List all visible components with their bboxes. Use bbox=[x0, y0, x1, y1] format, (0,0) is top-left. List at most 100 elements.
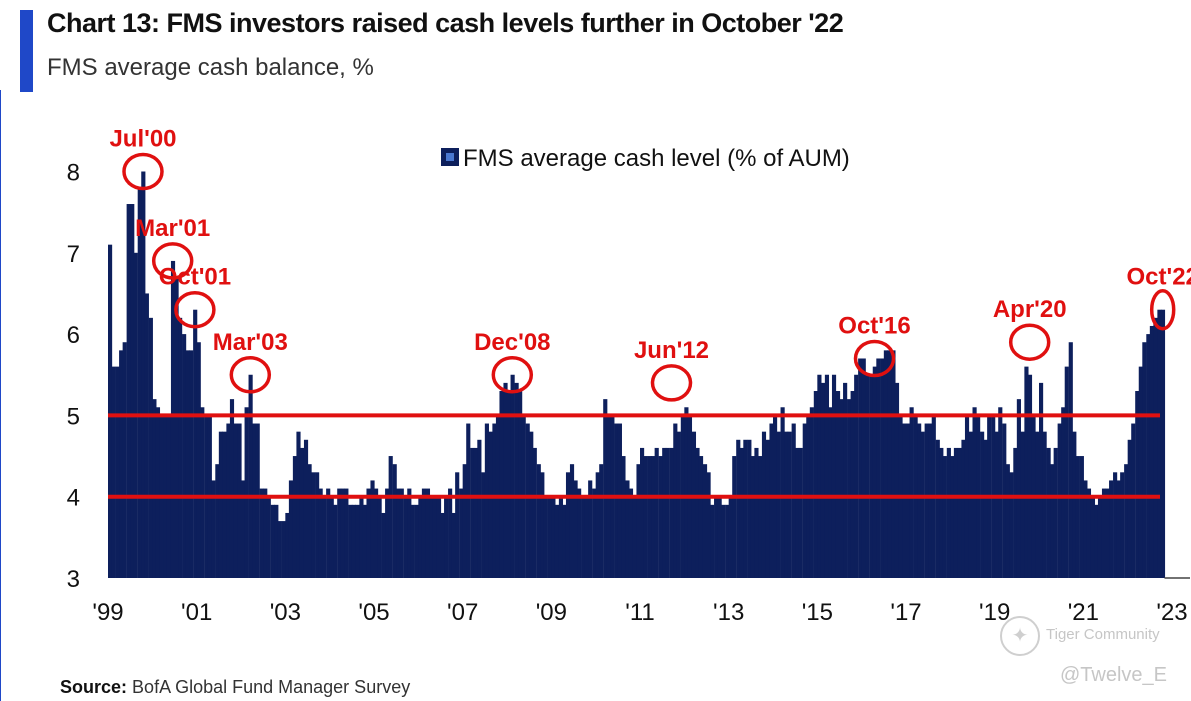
bar bbox=[721, 504, 726, 578]
bar bbox=[817, 374, 822, 578]
bar bbox=[1075, 456, 1080, 578]
bar bbox=[410, 504, 415, 578]
bar bbox=[869, 374, 874, 578]
bar bbox=[510, 374, 515, 578]
bar bbox=[499, 391, 504, 578]
bar bbox=[732, 456, 737, 578]
bar bbox=[281, 521, 286, 578]
bar bbox=[488, 431, 493, 578]
annotation-label: Apr'20 bbox=[993, 296, 1067, 323]
bar bbox=[233, 423, 238, 578]
bar bbox=[266, 496, 271, 578]
bar bbox=[1149, 325, 1154, 578]
bar bbox=[248, 374, 253, 578]
bar bbox=[193, 309, 198, 578]
x-tick-label: '21 bbox=[1068, 599, 1099, 626]
bar bbox=[307, 464, 312, 578]
bar bbox=[440, 512, 445, 578]
bar bbox=[536, 464, 541, 578]
bar bbox=[968, 431, 974, 578]
bar bbox=[843, 382, 848, 578]
x-tick-label: '09 bbox=[536, 599, 567, 626]
bar bbox=[1072, 431, 1077, 578]
bar bbox=[750, 456, 755, 578]
annotation-label: Mar'03 bbox=[213, 329, 288, 356]
bar bbox=[980, 431, 985, 578]
bar bbox=[333, 504, 338, 578]
bar bbox=[950, 456, 955, 578]
bar bbox=[1097, 496, 1103, 578]
bar bbox=[1101, 488, 1107, 578]
bar bbox=[820, 382, 826, 578]
bar bbox=[288, 480, 294, 578]
bar bbox=[329, 496, 334, 578]
bar bbox=[263, 488, 268, 578]
bar bbox=[326, 488, 331, 578]
bar bbox=[676, 431, 681, 578]
bar bbox=[802, 423, 807, 578]
bar bbox=[111, 366, 116, 578]
legend-swatch-highlight bbox=[446, 153, 454, 161]
bar bbox=[725, 504, 730, 578]
bar bbox=[850, 391, 855, 578]
bar bbox=[698, 456, 704, 578]
bar bbox=[178, 317, 183, 578]
bar bbox=[906, 423, 911, 578]
bar bbox=[396, 488, 401, 578]
bar bbox=[315, 472, 320, 578]
bar bbox=[739, 447, 744, 578]
bar bbox=[953, 447, 959, 578]
annotation-circle bbox=[650, 364, 693, 402]
legend-label: FMS average cash level (% of AUM) bbox=[463, 145, 850, 172]
bar bbox=[311, 472, 316, 578]
bar bbox=[514, 382, 519, 578]
bar bbox=[218, 431, 223, 578]
annotation-circle bbox=[1149, 288, 1176, 331]
annotation-label: Oct'16 bbox=[838, 313, 910, 340]
bar bbox=[994, 431, 999, 578]
bar bbox=[1016, 399, 1021, 578]
bar bbox=[603, 399, 608, 578]
bar bbox=[957, 447, 963, 578]
x-tick-label: '05 bbox=[358, 599, 389, 626]
bar bbox=[144, 293, 149, 578]
bar bbox=[182, 334, 187, 578]
bar bbox=[226, 423, 231, 578]
bar bbox=[1127, 439, 1132, 578]
bar bbox=[547, 496, 552, 578]
bar bbox=[795, 447, 800, 578]
bar-series bbox=[108, 171, 1190, 579]
bar bbox=[665, 447, 670, 578]
bar bbox=[115, 366, 120, 578]
bar bbox=[318, 488, 323, 578]
bar bbox=[831, 374, 837, 578]
bar bbox=[791, 423, 796, 578]
annotation-circle bbox=[229, 356, 272, 394]
bar bbox=[285, 512, 290, 578]
bar bbox=[277, 521, 282, 578]
bar bbox=[1035, 431, 1040, 578]
bar bbox=[252, 423, 257, 578]
bar bbox=[747, 439, 752, 578]
bar bbox=[702, 464, 708, 578]
bar bbox=[1086, 488, 1092, 578]
bar bbox=[902, 423, 907, 578]
bar bbox=[403, 496, 408, 578]
bar bbox=[573, 480, 578, 578]
bar bbox=[484, 423, 489, 578]
bar bbox=[222, 431, 227, 578]
bar bbox=[421, 488, 427, 578]
bar bbox=[1061, 407, 1066, 578]
annotation-label: Jun'12 bbox=[634, 337, 709, 364]
bar bbox=[1050, 464, 1055, 578]
bar bbox=[1120, 472, 1125, 578]
bar bbox=[1024, 366, 1029, 578]
bar bbox=[237, 423, 242, 578]
bar bbox=[185, 350, 190, 578]
bar bbox=[942, 456, 947, 578]
bar bbox=[1142, 342, 1147, 578]
annotation-circle bbox=[491, 356, 534, 394]
bar bbox=[170, 260, 176, 578]
bar bbox=[148, 317, 153, 578]
